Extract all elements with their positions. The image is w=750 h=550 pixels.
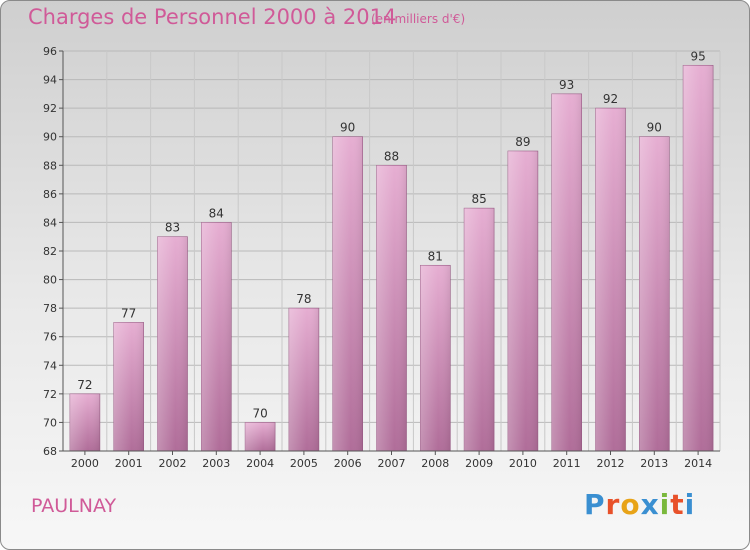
logo-letter: i <box>684 488 696 521</box>
bar-shading <box>157 236 188 451</box>
axes: 68 70 72 74 76 78 80 82 84 86 88 90 92 94 96 2000 2001 20… <box>43 45 720 470</box>
bar-value-label: 81 <box>428 249 443 263</box>
logo-letter: x <box>640 488 660 521</box>
bar-value-label: 70 <box>252 406 267 420</box>
logo-letter: i <box>659 488 671 521</box>
x-tick-label: 2002 <box>159 457 187 470</box>
bar-shading <box>551 93 582 451</box>
logo-letter: P <box>584 488 606 521</box>
x-tick-label: 2009 <box>465 457 493 470</box>
y-tick-label: 74 <box>43 359 57 372</box>
commune-name: PAULNAY <box>31 495 117 517</box>
chart-title: Charges de Personnel 2000 à 2014 <box>28 5 397 29</box>
bar-value-label: 83 <box>165 221 180 235</box>
bar-value-label: 92 <box>603 92 618 106</box>
bar-shading <box>507 151 538 451</box>
y-tick-label: 86 <box>43 188 57 201</box>
y-tick-label: 70 <box>43 416 57 429</box>
x-tick-label: 2006 <box>334 457 362 470</box>
bar-value-label: 72 <box>77 378 92 392</box>
logo-letter: t <box>670 488 685 521</box>
x-tick-label: 2011 <box>553 457 581 470</box>
x-tick-label: 2000 <box>71 457 99 470</box>
x-tick-label: 2004 <box>246 457 274 470</box>
y-tick-label: 82 <box>43 245 57 258</box>
bar-value-label: 85 <box>471 192 486 206</box>
bar-shading <box>376 165 407 452</box>
y-tick-label: 90 <box>43 131 57 144</box>
bar-shading <box>69 393 100 451</box>
bar-value-label: 77 <box>121 306 136 320</box>
x-tick-label: 2001 <box>115 457 143 470</box>
bar-shading <box>113 322 144 451</box>
logo-letter: o <box>620 488 641 521</box>
x-tick-label: 2003 <box>202 457 230 470</box>
chart-subtitle: (en milliers d'€) <box>371 12 466 26</box>
x-tick-label: 2005 <box>290 457 318 470</box>
bar-value-label: 95 <box>690 49 705 63</box>
bar-shading <box>639 136 670 451</box>
logo-letter: r <box>605 488 621 521</box>
bar-shading <box>683 65 714 452</box>
y-tick-label: 78 <box>43 302 57 315</box>
bar-value-label: 93 <box>559 78 574 92</box>
bar-shading <box>288 308 319 451</box>
bar-shading <box>332 136 363 451</box>
bar-value-label: 90 <box>340 121 355 135</box>
bar-value-label: 84 <box>209 206 224 220</box>
y-tick-label: 84 <box>43 216 57 229</box>
y-tick-label: 68 <box>43 445 57 458</box>
x-tick-label: 2014 <box>684 457 712 470</box>
y-tick-label: 92 <box>43 102 57 115</box>
y-tick-label: 72 <box>43 388 57 401</box>
y-tick-label: 96 <box>43 45 57 58</box>
y-tick-label: 94 <box>43 74 57 87</box>
bar-shading <box>201 222 232 451</box>
bar-shading <box>420 265 451 451</box>
bar-value-label: 90 <box>647 121 662 135</box>
bars: 72 77 83 84 70 78 90 88 81 85 89 93 92 90 95 <box>69 49 714 452</box>
x-tick-label: 2013 <box>640 457 668 470</box>
bar-value-label: 89 <box>515 135 530 149</box>
bar-value-label: 88 <box>384 149 399 163</box>
x-tick-label: 2012 <box>597 457 625 470</box>
bar-value-label: 78 <box>296 292 311 306</box>
x-tick-label: 2008 <box>421 457 449 470</box>
y-tick-label: 76 <box>43 331 57 344</box>
proxiti-logo: Proxiti <box>584 488 695 521</box>
bar-shading <box>245 422 276 451</box>
y-tick-label: 80 <box>43 274 57 287</box>
bar-shading <box>464 208 495 451</box>
x-tick-label: 2010 <box>509 457 537 470</box>
y-tick-label: 88 <box>43 159 57 172</box>
bar-shading <box>595 108 626 452</box>
x-tick-label: 2007 <box>378 457 406 470</box>
